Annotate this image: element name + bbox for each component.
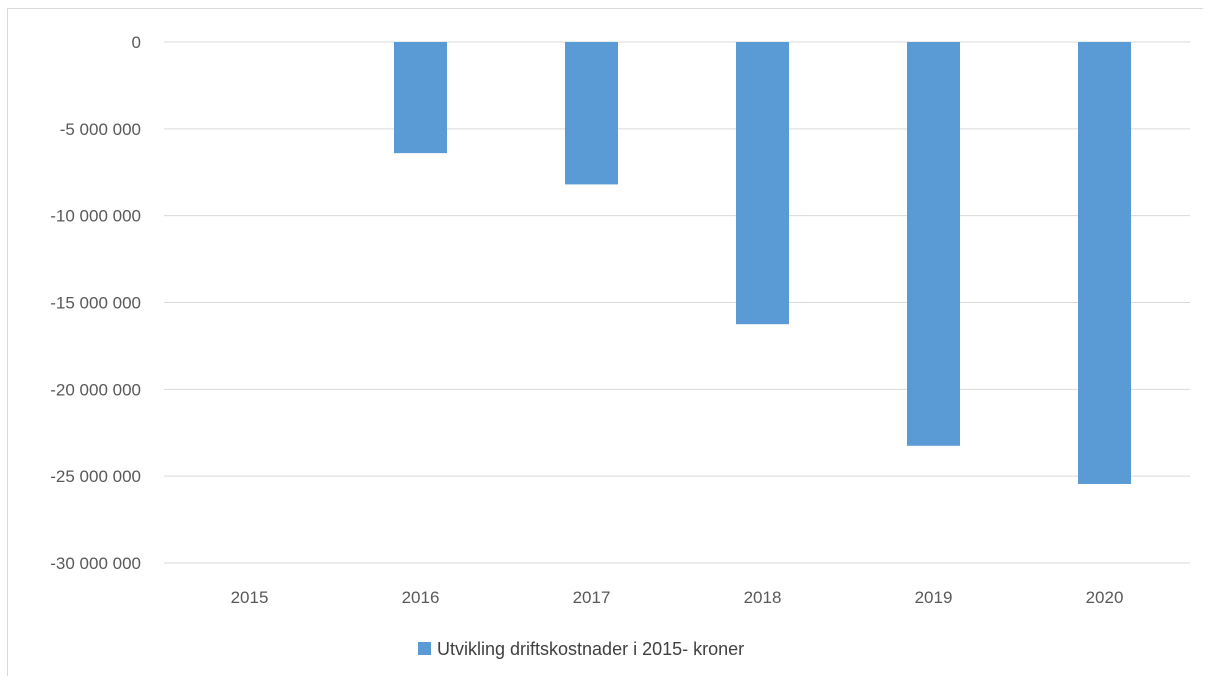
legend-label: Utvikling driftskostnader i 2015- kroner: [437, 639, 744, 659]
bar-2020: [1078, 42, 1131, 484]
y-tick-label: 0: [132, 33, 141, 52]
x-axis-tick-labels: 2015 2016 2017 2018 2019 2020: [231, 588, 1124, 607]
legend-swatch: [418, 642, 431, 655]
gridlines: [164, 41, 1190, 564]
bar-2016: [394, 42, 447, 154]
bar-2017: [565, 42, 618, 185]
x-tick-label: 2020: [1086, 588, 1124, 607]
x-tick-label: 2019: [915, 588, 953, 607]
bar-2018: [736, 42, 789, 325]
legend: Utvikling driftskostnader i 2015- kroner: [418, 639, 744, 659]
y-tick-label: -20 000 000: [50, 380, 141, 399]
x-tick-label: 2018: [744, 588, 782, 607]
chart-frame: [7, 8, 1203, 676]
x-tick-label: 2017: [573, 588, 611, 607]
y-tick-label: -15 000 000: [50, 294, 141, 313]
y-tick-label: -30 000 000: [50, 554, 141, 573]
y-tick-label: -10 000 000: [50, 207, 141, 226]
y-axis-tick-labels: 0 -5 000 000 -10 000 000 -15 000 000 -20 000…: [50, 33, 141, 573]
y-tick-label: -5 000 000: [60, 120, 141, 139]
x-tick-label: 2016: [402, 588, 440, 607]
y-tick-label: -25 000 000: [50, 467, 141, 486]
x-tick-label: 2015: [231, 588, 269, 607]
bars: [394, 42, 1131, 484]
bar-2019: [907, 42, 960, 446]
